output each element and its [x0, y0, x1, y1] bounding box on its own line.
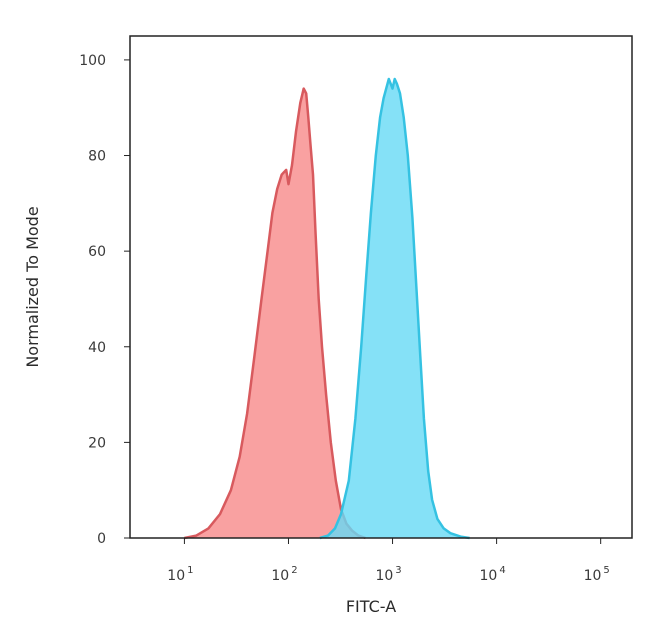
series-layer — [184, 77, 470, 540]
x-axis-label: FITC-A — [346, 597, 396, 616]
y-tick-label: 60 — [88, 244, 106, 260]
x-tick-label: 10 1 — [167, 565, 193, 584]
y-tick-label: 40 — [88, 340, 106, 356]
x-tick-label: 10 5 — [584, 565, 610, 584]
x-tick-label: 10 2 — [271, 565, 297, 584]
y-axis-ticks: 0 20 40 60 80 100 — [79, 53, 130, 547]
series-1-area — [184, 88, 366, 538]
series-2-outline — [319, 77, 470, 540]
x-axis-ticks: 10 1 10 2 10 3 10 4 10 5 — [167, 538, 610, 584]
y-tick-label: 0 — [97, 531, 106, 547]
y-tick-label: 100 — [79, 53, 106, 69]
y-axis-label: Normalized To Mode — [23, 206, 42, 367]
x-tick-label: 10 4 — [480, 565, 506, 584]
plot-frame — [129, 35, 633, 539]
x-tick-label: 10 3 — [375, 565, 401, 584]
y-tick-label: 20 — [88, 435, 106, 451]
series-1-outline — [184, 87, 366, 540]
y-tick-label: 80 — [88, 149, 106, 165]
series-2-area — [319, 79, 470, 538]
